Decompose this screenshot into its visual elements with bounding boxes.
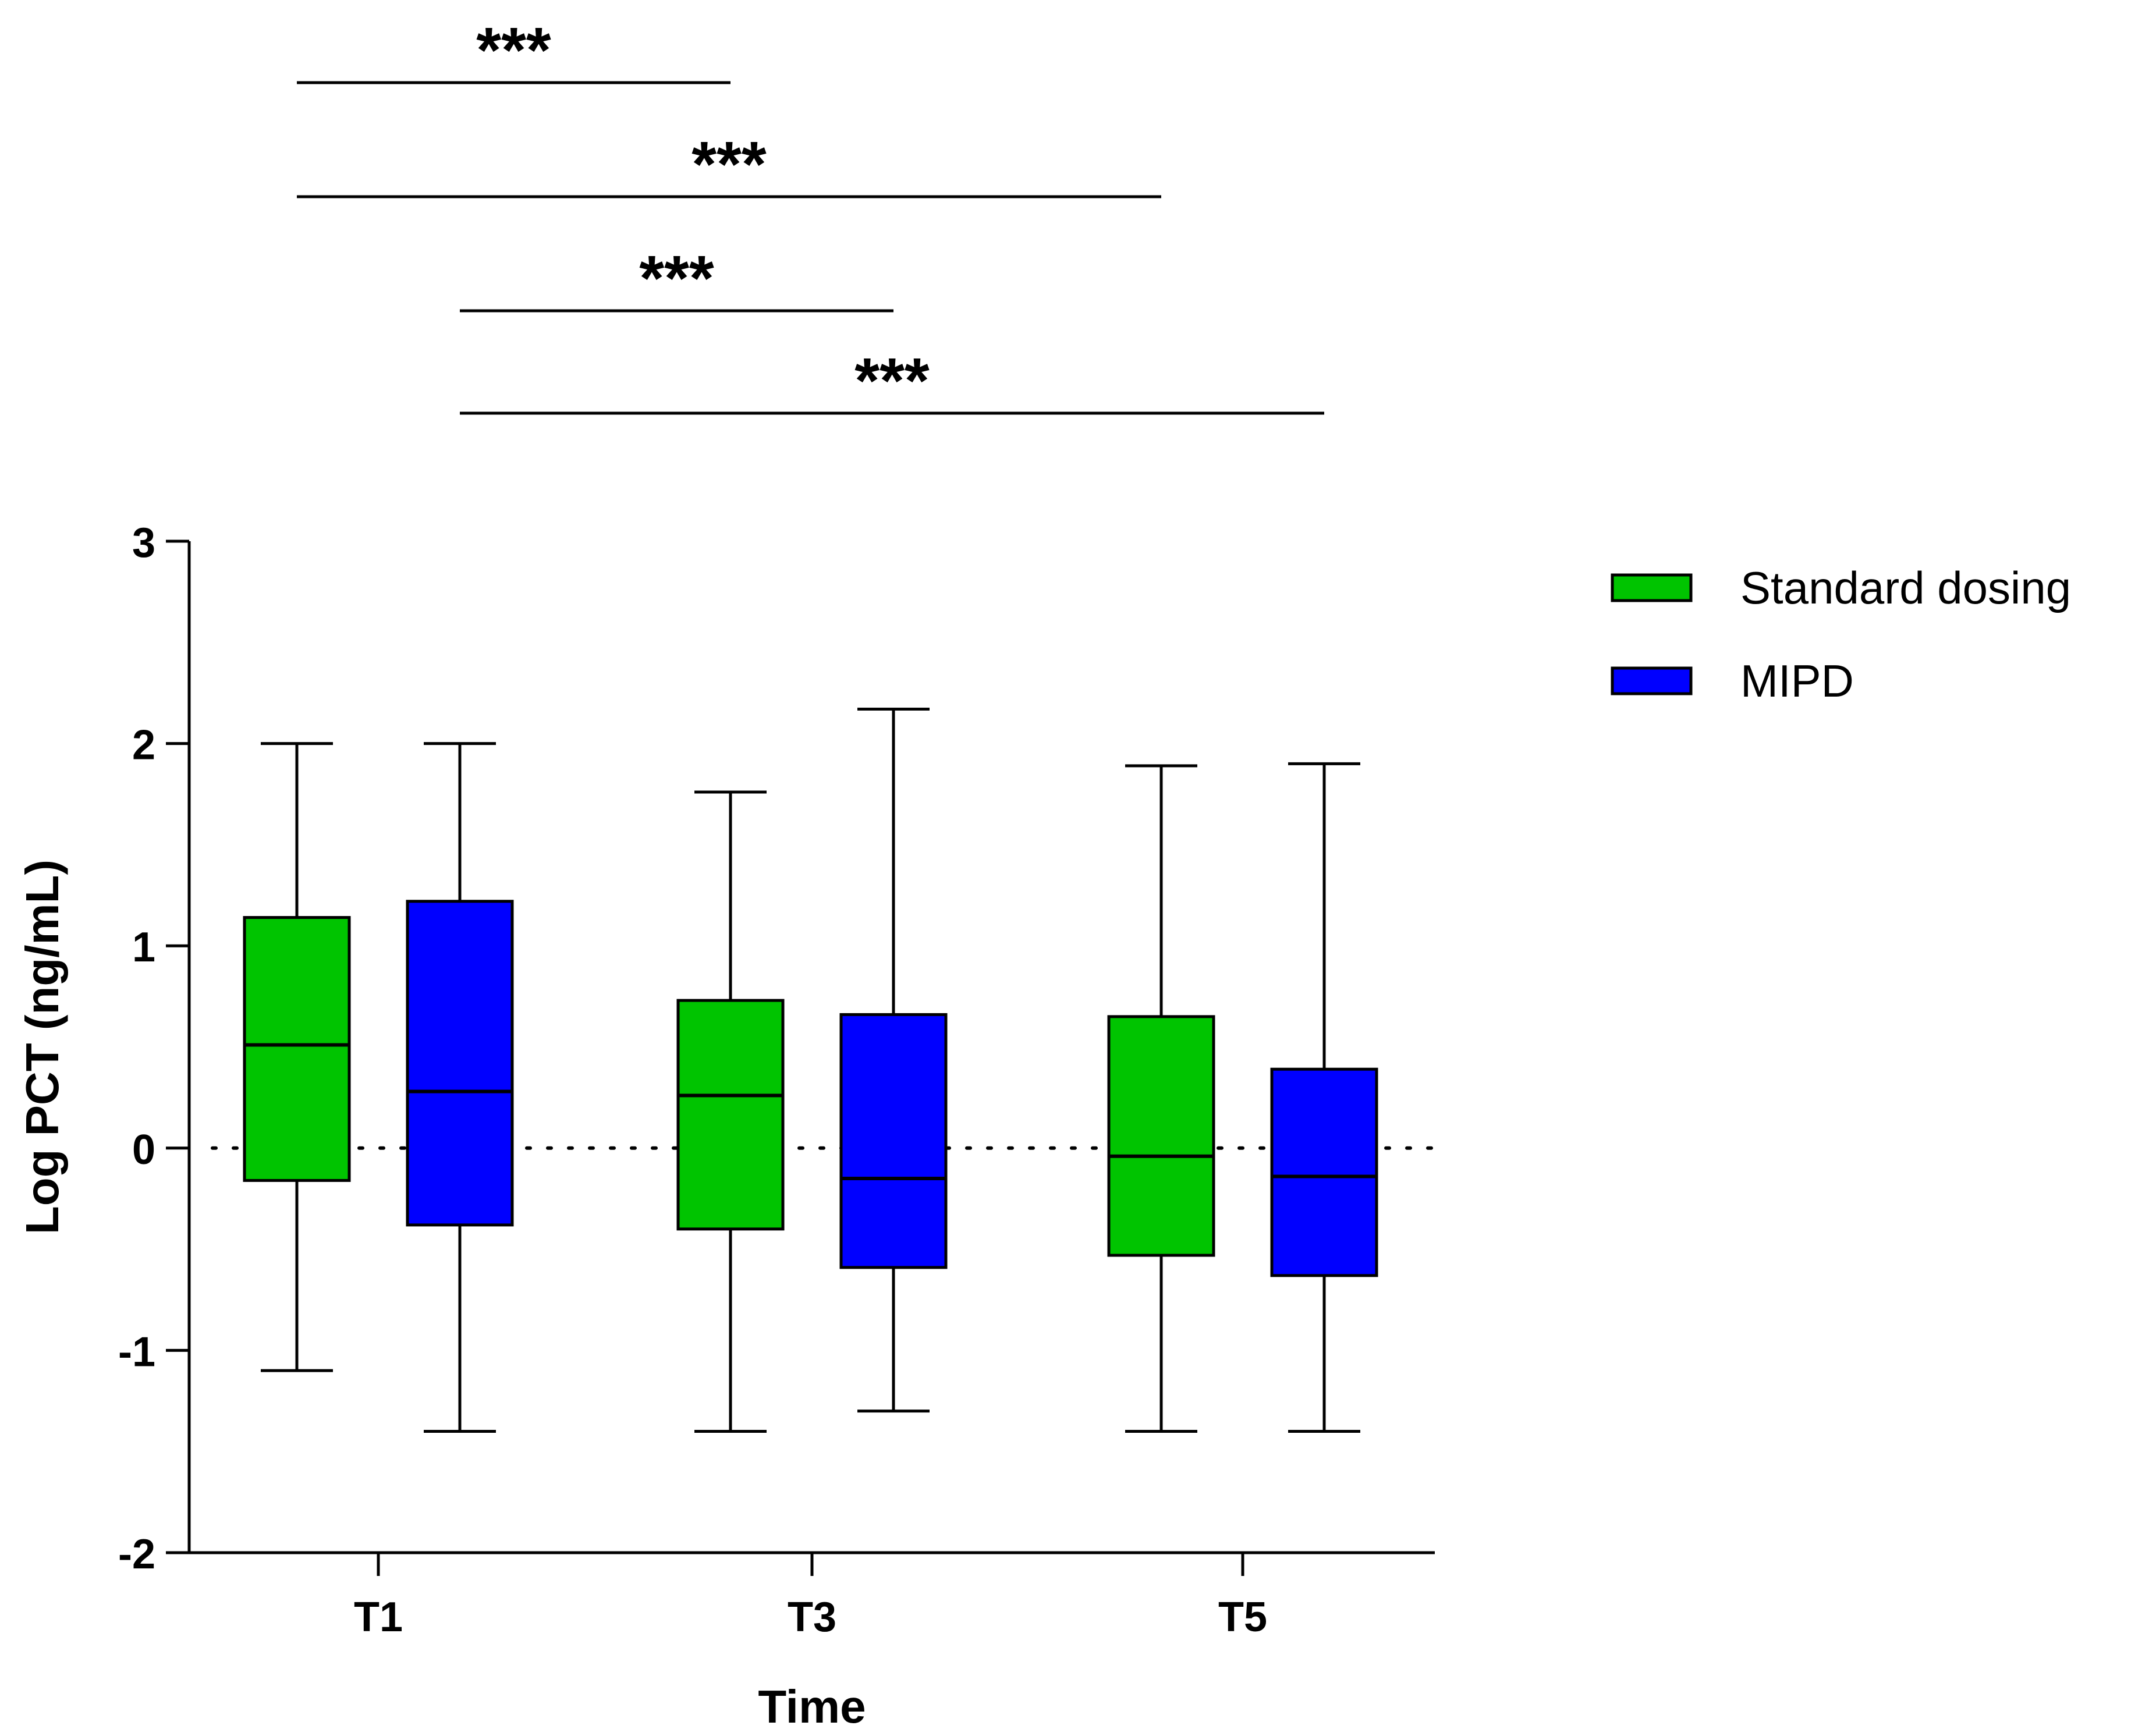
y-tick-label: 2: [132, 722, 155, 769]
y-tick-label: 1: [132, 924, 155, 971]
iqr-box: [1107, 1015, 1215, 1257]
iqr-box: [839, 1013, 948, 1269]
significance-bracket: ***: [297, 129, 1161, 200]
legend-label: Standard dosing: [1740, 562, 2071, 613]
box-t5-standard-dosing: [1107, 764, 1215, 1433]
box-t1-mipd: [406, 742, 514, 1433]
y-tick-label: -1: [118, 1329, 155, 1375]
significance-stars: ***: [691, 129, 767, 200]
x-tick-label-t1: T1: [354, 1594, 403, 1641]
legend-swatch: [1611, 573, 1693, 602]
significance-bracket: ***: [460, 345, 1324, 417]
significance-stars: ***: [854, 345, 930, 417]
legend: Standard dosing MIPD: [1611, 562, 2071, 707]
x-tick-label-t3: T3: [788, 1594, 836, 1641]
significance-bracket: ***: [460, 243, 893, 314]
y-tick-label: 0: [132, 1127, 155, 1173]
iqr-box: [243, 916, 351, 1182]
iqr-box: [1270, 1067, 1378, 1277]
x-axis-ticks: T1 T3 T5: [354, 1553, 1267, 1641]
legend-swatch: [1611, 666, 1693, 695]
y-axis-title: Log PCT (ng/mL): [16, 860, 68, 1234]
box-t3-standard-dosing: [676, 790, 785, 1433]
significance-stars: ***: [639, 243, 714, 314]
legend-label: MIPD: [1740, 655, 1854, 707]
iqr-box: [676, 999, 785, 1231]
x-tick-label-t5: T5: [1218, 1594, 1267, 1641]
iqr-box: [406, 900, 514, 1227]
legend-item-mipd: MIPD: [1611, 655, 1854, 707]
x-axis-title: Time: [758, 1681, 866, 1733]
box-plots: [243, 708, 1378, 1433]
box-t3-mipd: [839, 708, 948, 1413]
y-tick-label: -2: [118, 1531, 155, 1578]
y-tick-label: 3: [132, 520, 155, 566]
legend-item-standard-dosing: Standard dosing: [1611, 562, 2071, 613]
y-axis-ticks: 3 2 1 0 -1 -2: [118, 520, 189, 1578]
box-t1-standard-dosing: [243, 742, 351, 1372]
significance-stars: ***: [476, 15, 551, 86]
significance-brackets: *** *** *** ***: [297, 15, 1324, 417]
box-t5-mipd: [1270, 762, 1378, 1433]
significance-bracket: ***: [297, 15, 730, 86]
